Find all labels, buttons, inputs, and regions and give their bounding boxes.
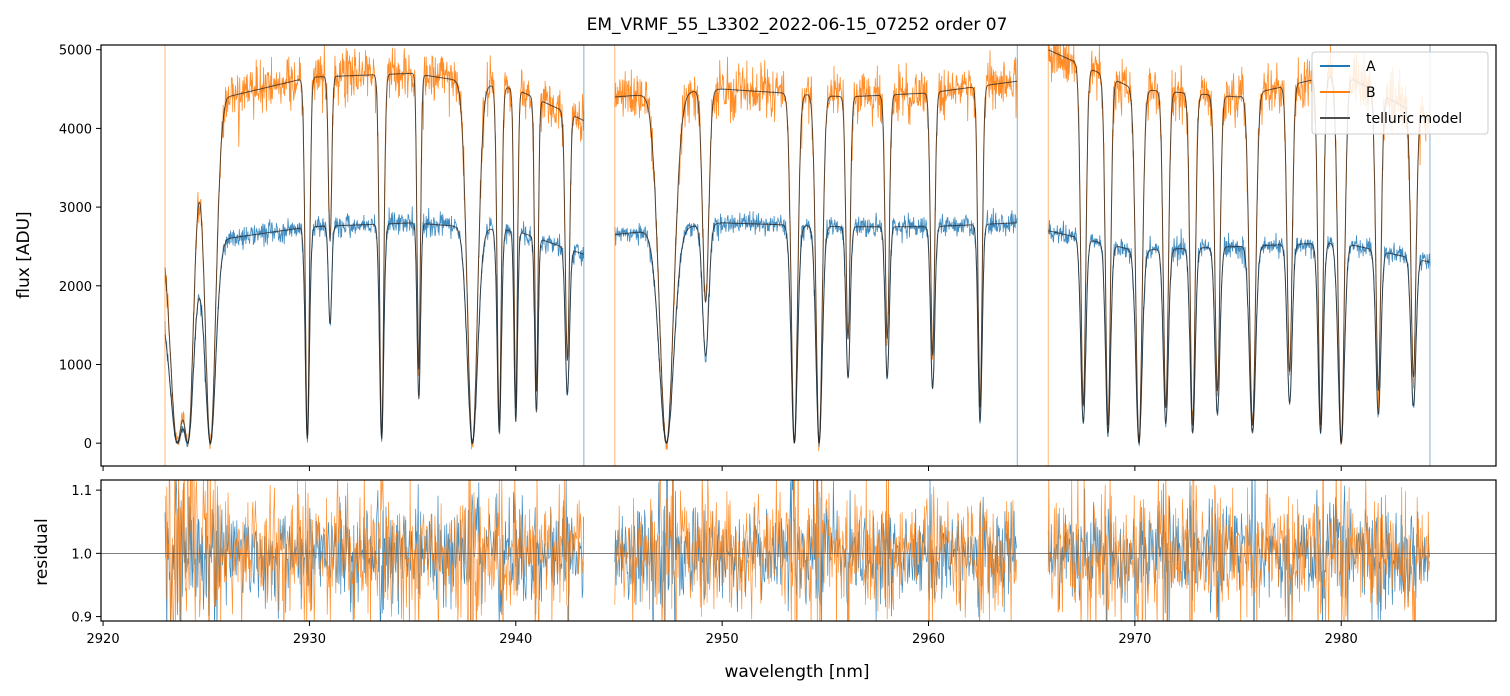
residual-B-segment-2 <box>1047 480 1430 621</box>
model-A-segment-1 <box>614 222 1018 444</box>
x-tick-label: 2920 <box>87 632 120 647</box>
residual-x-ticks: 2920 2930 2940 2950 2960 2970 2980 <box>87 621 1358 647</box>
residual-A-segment-1 <box>614 480 1017 621</box>
flux-y-label: flux [ADU] <box>14 211 34 298</box>
residual-y-tick-label: 1.1 <box>71 484 92 499</box>
flux-y-tick-label: 4000 <box>59 122 92 137</box>
legend: A B telluric model <box>1311 51 1489 135</box>
flux-panel: 0 1000 2000 3000 4000 5000 flux [ADU] A B tel… <box>14 44 1497 471</box>
flux-y-ticks: 0 1000 2000 3000 4000 5000 <box>59 44 101 452</box>
residual-y-tick-label: 0.9 <box>71 611 92 626</box>
flux-y-tick-label: 3000 <box>59 201 92 216</box>
flux-y-tick-label: 5000 <box>59 44 92 59</box>
model-A-segment-2 <box>1048 230 1431 444</box>
x-tick-label: 2950 <box>706 632 739 647</box>
x-tick-label: 2940 <box>499 632 532 647</box>
model-B-segment-1 <box>614 80 1018 445</box>
residual-panel: 0.9 1.0 1.1 2920 2930 2940 2950 2960 2970 2980 r… <box>32 479 1497 682</box>
residual-B-segment-1 <box>614 480 1017 621</box>
legend-label-model: telluric model <box>1366 111 1462 127</box>
residual-plot-area <box>101 480 1496 621</box>
flux-plot-area <box>164 45 1431 466</box>
x-tick-label: 2980 <box>1325 632 1358 647</box>
model-A-segment-0 <box>164 222 585 445</box>
x-tick-label: 2970 <box>1118 632 1151 647</box>
legend-label-A: A <box>1366 59 1376 75</box>
flux-axes-frame <box>100 44 1497 467</box>
residual-y-label: residual <box>32 518 52 585</box>
x-axis-label: wavelength [nm] <box>724 662 869 682</box>
series-A-segment-0 <box>164 206 585 448</box>
legend-box <box>1311 51 1489 135</box>
residual-B-segment-0 <box>164 480 584 621</box>
x-tick-label: 2930 <box>293 632 326 647</box>
residual-y-tick-label: 1.0 <box>71 547 92 562</box>
flux-y-tick-label: 2000 <box>59 280 92 295</box>
flux-x-ticks <box>102 466 1342 471</box>
residual-axes-frame <box>100 479 1497 622</box>
legend-label-B: B <box>1366 85 1376 101</box>
flux-y-tick-label: 0 <box>84 437 92 452</box>
residual-y-ticks: 0.9 1.0 1.1 <box>71 484 101 626</box>
flux-y-tick-label: 1000 <box>59 358 92 373</box>
chart-title: EM_VRMF_55_L3302_2022-06-15_07252 order … <box>587 15 1008 35</box>
x-tick-label: 2960 <box>912 632 945 647</box>
model-B-segment-0 <box>164 72 585 445</box>
series-B-segment-0 <box>164 45 585 450</box>
